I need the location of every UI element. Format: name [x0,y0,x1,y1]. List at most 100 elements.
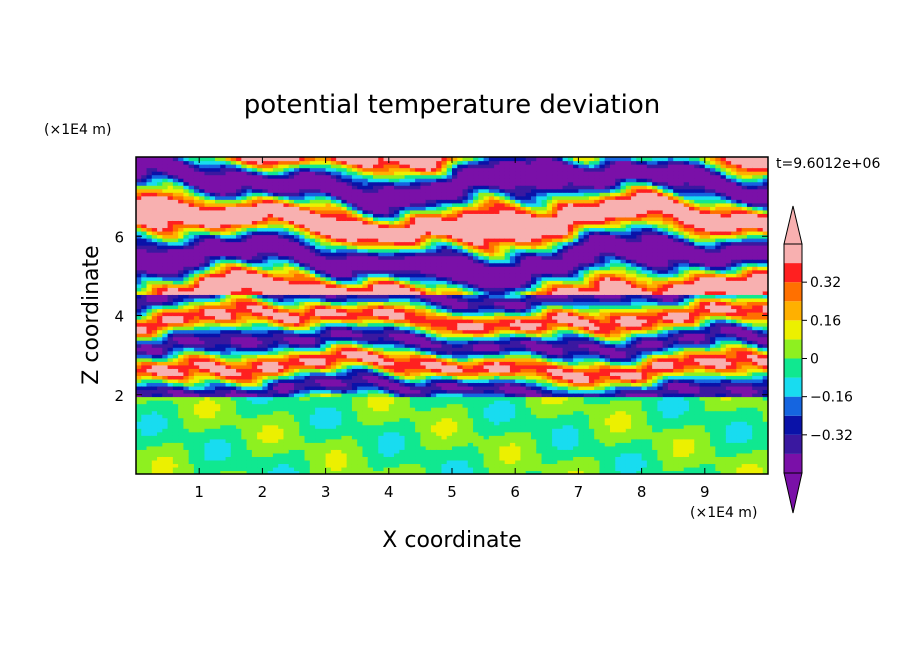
heatmap-cell [167,350,174,355]
heatmap-cell [362,340,369,345]
heatmap-cell [141,294,148,299]
heatmap-cell [241,389,248,394]
heatmap-cell [262,459,269,465]
heatmap-cell [304,459,311,465]
heatmap-cell [146,262,153,267]
heatmap-cell [304,392,311,398]
heatmap-cell [204,326,211,331]
heatmap-cell [172,164,179,169]
heatmap-cell [367,269,374,274]
heatmap-cell [220,438,227,443]
heatmap-cell [246,181,253,186]
heatmap-cell [162,350,169,355]
heatmap-cell [257,167,263,172]
heatmap-cell [172,400,179,405]
heatmap-cell [236,375,242,380]
heatmap-cell [394,252,400,257]
heatmap-cell [399,329,406,334]
heatmap-cell [404,280,411,285]
heatmap-cell [188,227,195,232]
heatmap-cell [199,241,206,246]
heatmap-cell [278,188,285,193]
heatmap-cell [394,371,400,376]
heatmap-cell [193,266,200,271]
heatmap-cell [336,157,342,162]
heatmap-cell [283,294,290,299]
heatmap-cell [241,333,248,338]
heatmap-cell [220,238,227,243]
heatmap-cell [409,322,416,327]
heatmap-cell [399,276,406,281]
heatmap-cell [157,326,163,331]
heatmap-cell [336,382,342,387]
heatmap-cell [357,375,364,380]
heatmap-cell [136,449,142,454]
heatmap-cell [246,354,253,359]
heatmap-cell [199,389,206,394]
heatmap-cell [383,195,390,200]
heatmap-cell [183,452,190,457]
heatmap-cell [230,452,237,457]
heatmap-cell [394,308,400,313]
heatmap-cell [251,319,258,324]
heatmap-cell [157,206,163,211]
heatmap-cell [309,340,316,345]
heatmap-cell [357,466,364,472]
heatmap-cell [272,382,279,387]
heatmap-cell [193,449,200,454]
heatmap-cell [309,283,316,288]
heatmap-cell [278,174,285,179]
heatmap-cell [172,238,179,243]
heatmap-cell [415,371,421,376]
heatmap-cell [157,407,163,412]
heatmap-cell [420,364,427,369]
heatmap-cell [225,230,232,236]
heatmap-cell [209,449,216,454]
heatmap-cell [172,375,179,380]
heatmap-cell [336,417,342,422]
heatmap-cell [294,368,300,373]
heatmap-cell [162,174,169,179]
heatmap-cell [394,206,400,211]
heatmap-cell [262,410,269,415]
heatmap-cell [299,195,306,200]
heatmap-cell [325,449,332,454]
heatmap-cell [388,248,395,253]
heatmap-cell [315,322,321,327]
heatmap-cell [136,174,142,179]
heatmap-cell [367,417,374,422]
heatmap-cell [415,174,421,179]
heatmap-cell [241,438,248,443]
heatmap-cell [172,343,179,348]
heatmap-cell [262,326,269,331]
heatmap-cell [325,442,332,447]
heatmap-cell [199,315,206,320]
heatmap-cell [215,382,221,387]
heatmap-cell [215,206,221,211]
heatmap-cell [172,396,179,401]
heatmap-cell [341,230,348,236]
heatmap-cell [367,452,374,457]
heatmap-cell [183,273,190,278]
heatmap-cell [388,294,395,299]
heatmap-cell [257,466,263,472]
heatmap-cell [225,262,232,267]
heatmap-cell [409,456,416,461]
heatmap-cell [199,438,206,443]
heatmap-cell [204,227,211,232]
heatmap-cell [304,449,311,454]
heatmap-cell [299,164,306,169]
heatmap-cell [399,410,406,415]
heatmap-cell [241,199,248,204]
heatmap-cell [267,410,274,415]
heatmap-cell [230,227,237,232]
heatmap-cell [146,220,153,225]
heatmap-cell [183,431,190,436]
heatmap-cell [246,414,253,419]
heatmap-cell [288,241,295,246]
heatmap-cell [183,213,190,218]
heatmap-cell [215,294,221,299]
heatmap-cell [193,431,200,436]
heatmap-cell [336,290,342,295]
heatmap-cell [304,188,311,193]
